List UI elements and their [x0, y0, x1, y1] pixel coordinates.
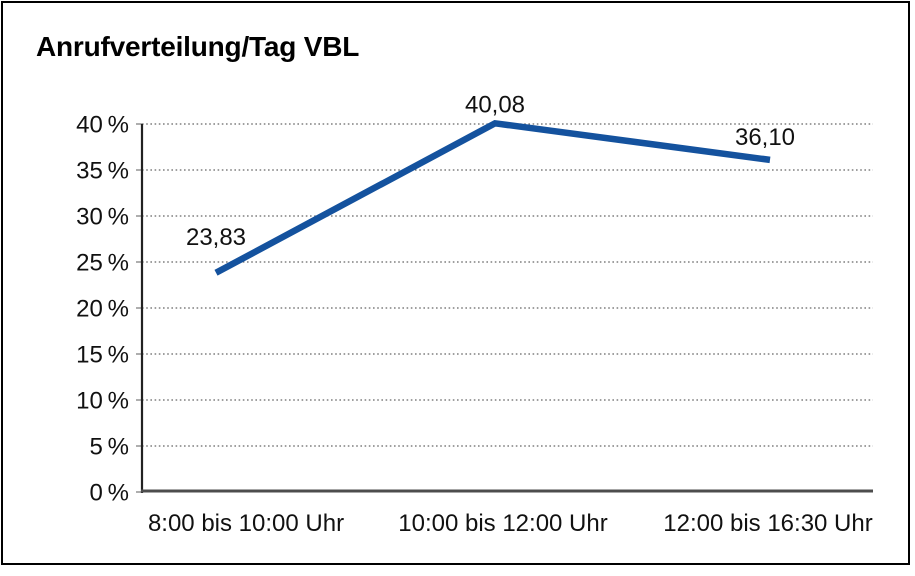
data-point-label: 36,10	[735, 124, 795, 151]
y-tick-label: 35 %	[76, 158, 129, 185]
y-tick-label: 5 %	[90, 434, 130, 461]
x-category-label: 12:00 bis 16:30 Uhr	[663, 510, 872, 537]
y-tick-label: 0 %	[90, 480, 130, 507]
y-tick-label: 30 %	[76, 204, 129, 231]
x-category-label: 8:00 bis 10:00 Uhr	[148, 510, 344, 537]
y-tick-label: 15 %	[76, 342, 129, 369]
chart-title: Anrufverteilung/Tag VBL	[36, 31, 360, 62]
y-tick-label: 10 %	[76, 388, 129, 415]
x-category-label: 10:00 bis 12:00 Uhr	[398, 510, 607, 537]
data-point-label: 23,83	[186, 224, 246, 251]
y-tick-label: 25 %	[76, 250, 129, 277]
y-tick-label: 40 %	[76, 112, 129, 139]
y-tick-label: 20 %	[76, 296, 129, 323]
chart-frame	[1, 1, 910, 565]
data-line	[214, 119, 771, 276]
data-point-label: 40,08	[465, 91, 525, 118]
